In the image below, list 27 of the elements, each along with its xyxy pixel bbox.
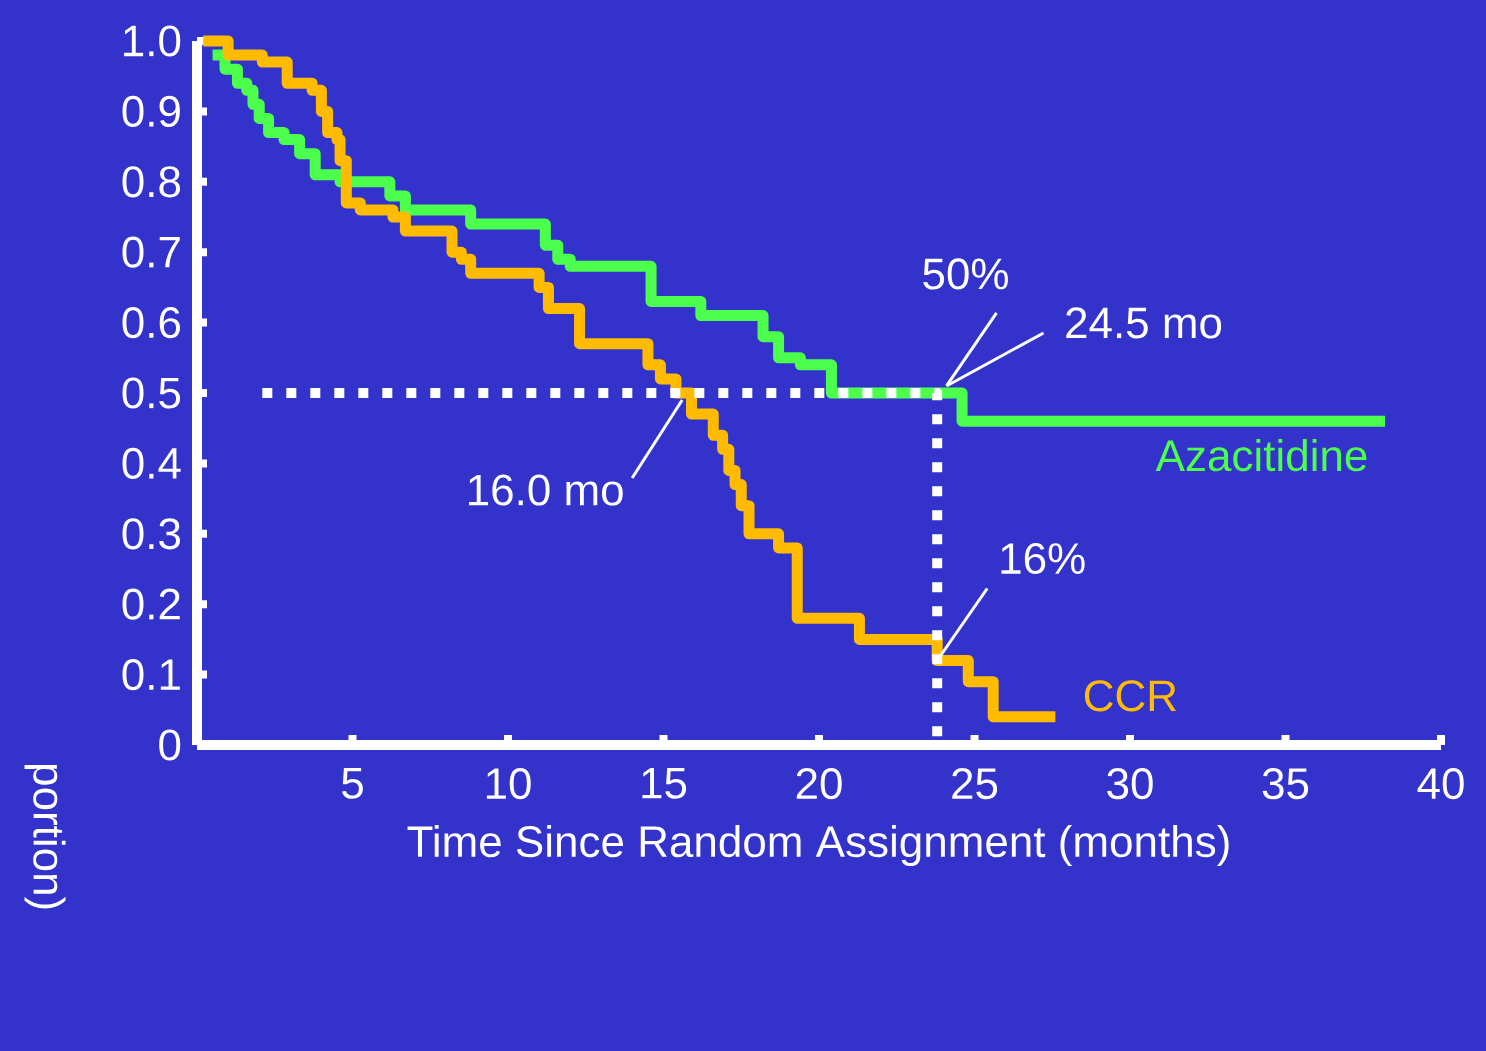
annotation: 24.5 mo (1066, 307, 1222, 339)
y-tick-label: 0.3 (122, 518, 181, 550)
x-tick-label: 5 (342, 768, 363, 799)
y-tick-label: 0.9 (122, 95, 180, 127)
x-tick-label: 20 (796, 768, 842, 800)
y-tick-label: 0.5 (122, 377, 181, 409)
annotation: 16% (1001, 542, 1085, 575)
series-label: Azacitidine (1155, 438, 1367, 472)
series-label: CCR (1084, 680, 1176, 712)
annotation: 16.0 mo (469, 474, 623, 506)
y-tick-label: 0 (159, 729, 181, 761)
y-tick-label: 0.4 (122, 447, 181, 479)
y-tick-label: 0.6 (122, 307, 181, 339)
x-tick-label: 15 (642, 768, 687, 799)
y-axis-title: portion) (24, 764, 66, 909)
y-tick-label: 0.2 (122, 588, 180, 620)
y-tick-label: 0.8 (122, 166, 181, 198)
annotation: 50% (923, 258, 1008, 290)
y-tick-label: 1.0 (124, 25, 181, 57)
x-tick-label: 25 (952, 768, 998, 800)
y-tick-label: 0.7 (122, 236, 180, 268)
x-tick-label: 10 (486, 768, 531, 800)
x-tick-label: 35 (1262, 768, 1309, 800)
y-tick-label: 0.1 (122, 659, 180, 691)
x-tick-label: 40 (1417, 768, 1464, 800)
x-axis-title: Time Since Random Assignment (months) (407, 824, 1229, 866)
x-tick-label: 30 (1107, 768, 1153, 800)
